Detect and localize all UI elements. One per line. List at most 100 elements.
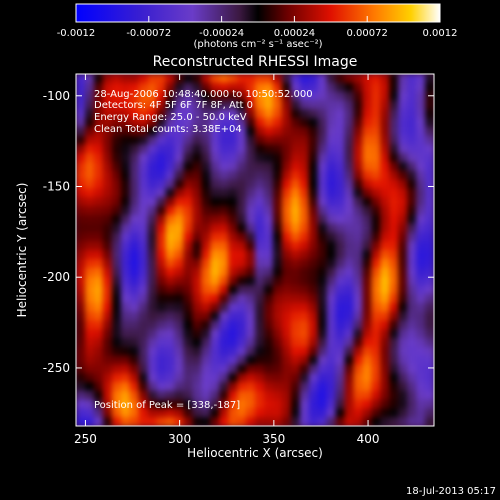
heatmap-cell (272, 250, 283, 260)
heatmap-cell (84, 91, 95, 101)
heatmap-cell (129, 197, 140, 207)
heatmap-cell (111, 320, 122, 330)
heatmap-cell (76, 267, 86, 277)
heatmap-cell (102, 223, 113, 233)
heatmap-cell (147, 276, 158, 286)
heatmap-cell (192, 267, 202, 277)
heatmap-cell (76, 126, 86, 137)
heatmap-cell (380, 373, 390, 383)
heatmap-cell (246, 82, 256, 93)
heatmap-cell (263, 311, 274, 321)
heatmap-cell (344, 91, 355, 101)
heatmap-cell (84, 126, 95, 137)
heatmap-cell (263, 162, 274, 172)
heatmap-cell (326, 126, 337, 137)
heatmap-cell (84, 373, 95, 383)
heatmap-cell (237, 373, 247, 383)
heatmap-cell (326, 302, 337, 313)
heatmap-cell (246, 223, 256, 233)
heatmap-cell (138, 417, 149, 426)
heatmap-cell (290, 126, 301, 137)
heatmap-cell (93, 126, 104, 137)
heatmap-cell (255, 267, 265, 277)
y-tick-label: -200 (43, 270, 70, 284)
heatmap-cell (281, 153, 292, 163)
heatmap-cell (246, 311, 256, 321)
heatmap-cell (255, 408, 265, 418)
heatmap-cell (416, 170, 426, 181)
heatmap-cell (380, 320, 390, 330)
heatmap-cell (93, 91, 104, 101)
heatmap-cell (281, 144, 292, 154)
heatmap-cell (210, 179, 220, 189)
heatmap-cell (299, 135, 310, 145)
heatmap-cell (416, 214, 426, 225)
heatmap-cell (281, 232, 292, 242)
heatmap-cell (147, 223, 158, 233)
heatmap-cell (380, 329, 390, 339)
heatmap-cell (416, 82, 426, 93)
heatmap-cell (308, 118, 319, 128)
heatmap-cell (326, 250, 337, 260)
heatmap-cell (255, 170, 265, 181)
heatmap-cell (219, 118, 229, 128)
heatmap-cell (210, 206, 220, 216)
heatmap-cell (290, 250, 301, 260)
heatmap-cell (174, 109, 184, 119)
heatmap-cell (326, 399, 337, 409)
heatmap-cell (183, 223, 193, 233)
heatmap-cell (371, 179, 381, 189)
heatmap-cell (299, 82, 310, 93)
heatmap-cell (174, 118, 184, 128)
heatmap-cell (308, 364, 319, 374)
heatmap-cell (165, 311, 176, 321)
heatmap-cell (362, 241, 372, 251)
heatmap-cell (201, 399, 211, 409)
heatmap-cell (138, 294, 149, 304)
heatmap-cell (165, 373, 176, 383)
heatmap-cell (371, 214, 381, 225)
heatmap-cell (398, 417, 408, 426)
heatmap-cell (353, 153, 363, 163)
heatmap-cell (263, 153, 274, 163)
heatmap-cell (407, 126, 417, 137)
heatmap-cell (326, 276, 337, 286)
heatmap-cell (353, 408, 363, 418)
heatmap-cell (111, 364, 122, 374)
heatmap-cell (353, 346, 363, 357)
heatmap-cell (165, 390, 176, 401)
heatmap-cell (76, 302, 86, 313)
heatmap-cell (398, 126, 408, 137)
heatmap-cell (317, 74, 328, 84)
heatmap-cell (192, 355, 202, 365)
heatmap-cell (210, 329, 220, 339)
heatmap-cell (84, 188, 95, 198)
heatmap-cell (362, 355, 372, 365)
heatmap-cell (120, 338, 131, 348)
heatmap-cell (129, 162, 140, 172)
heatmap-cell (219, 188, 229, 198)
heatmap-cell (192, 82, 202, 93)
heatmap-cell (237, 276, 247, 286)
heatmap-cell (111, 109, 122, 119)
heatmap-cell (308, 399, 319, 409)
heatmap-cell (317, 118, 328, 128)
heatmap-cell (246, 179, 256, 189)
heatmap-cell (228, 144, 238, 154)
heatmap-cell (389, 197, 399, 207)
heatmap-cell (129, 355, 140, 365)
heatmap-cell (76, 285, 86, 295)
heatmap-cell (425, 126, 434, 137)
heatmap-cell (398, 329, 408, 339)
heatmap-cell (263, 329, 274, 339)
heatmap-cell (120, 223, 131, 233)
heatmap-cell (183, 232, 193, 242)
heatmap-cell (290, 276, 301, 286)
heatmap-cell (165, 417, 176, 426)
heatmap-cell (76, 241, 86, 251)
heatmap-cell (120, 399, 131, 409)
heatmap-cell (255, 399, 265, 409)
heatmap-cell (272, 100, 283, 110)
heatmap-cell (362, 100, 372, 110)
heatmap-cell (147, 311, 158, 321)
